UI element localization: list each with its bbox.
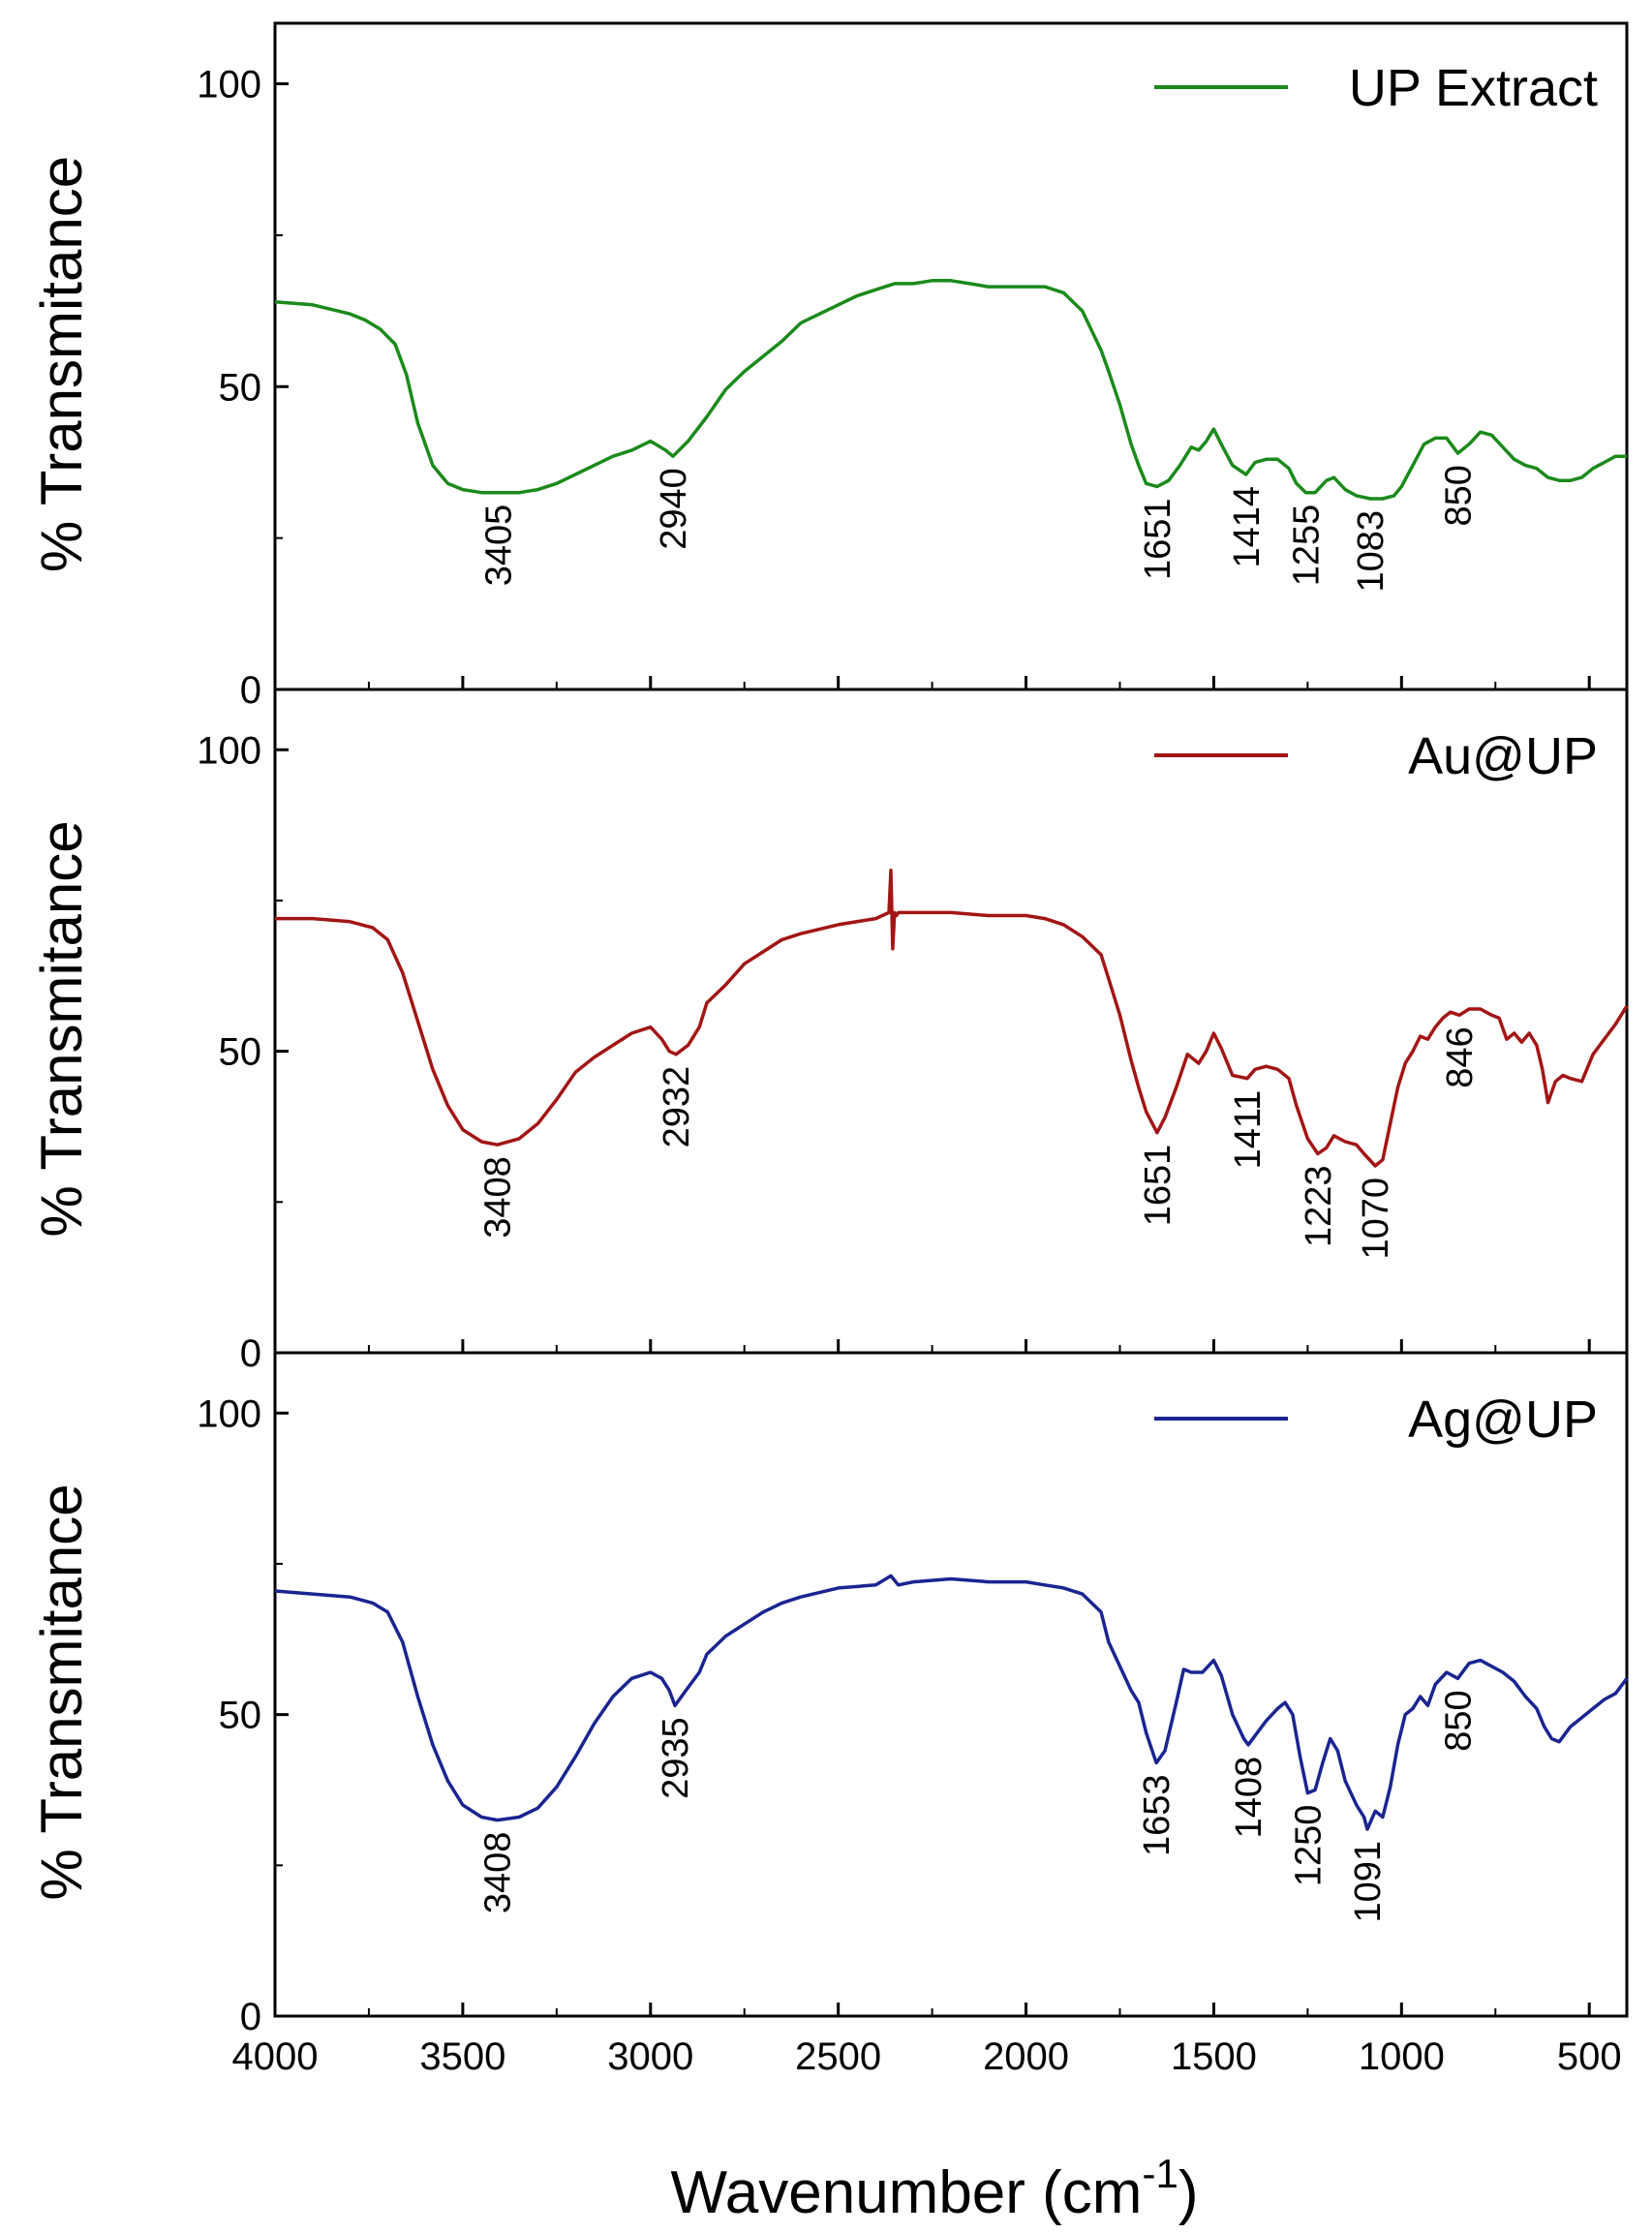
legend-label-au-up: Au@UP xyxy=(1408,727,1598,785)
peak-label: 1414 xyxy=(1227,486,1268,568)
peak-label: 1070 xyxy=(1356,1178,1396,1260)
peak-label: 1083 xyxy=(1351,510,1392,593)
x-tick-label: 500 xyxy=(1557,2035,1622,2078)
y-axis-label: % Transmitance xyxy=(29,1484,94,1900)
peak-label: 1408 xyxy=(1229,1757,1270,1839)
x-tick-label: 4000 xyxy=(232,2035,319,2078)
peak-label: 1651 xyxy=(1138,499,1178,581)
x-tick-label: 1500 xyxy=(1171,2035,1257,2078)
y-tick-label: 0 xyxy=(240,669,261,712)
panel-frame xyxy=(273,21,1629,691)
peak-label: 1250 xyxy=(1288,1805,1329,1887)
x-axis-label-close: ) xyxy=(1178,2159,1199,2226)
panel-ag-up: 0 50 100 % Transmitance 3408 2935 1653 1408 1250… xyxy=(29,1351,1629,2038)
y-tick-label: 100 xyxy=(197,64,261,107)
y-tick-label: 50 xyxy=(219,1031,262,1074)
x-axis-label-main: Wavenumber (cm xyxy=(671,2159,1143,2226)
y-tick-label: 50 xyxy=(219,1695,262,1737)
legend-label-ag-up: Ag@UP xyxy=(1408,1391,1598,1449)
panel-au-up: 0 50 100 % Transmitance 3408 2932 1651 1411 1223… xyxy=(29,688,1629,1375)
y-axis-label: % Transmitance xyxy=(29,820,94,1237)
peak-label: 3405 xyxy=(479,505,520,587)
peak-label: 850 xyxy=(1439,1690,1480,1751)
y-tick-label: 50 xyxy=(219,366,262,409)
series-line-au-up xyxy=(275,869,1629,1168)
series-line-up-extract xyxy=(274,279,1627,501)
x-axis-label: Wavenumber (cm-1) xyxy=(671,2151,1199,2226)
peak-label: 2940 xyxy=(654,468,694,550)
y-tick-label: 0 xyxy=(240,1332,261,1375)
y-axis-label: % Transmitance xyxy=(29,156,94,572)
peak-label: 3408 xyxy=(478,1832,519,1914)
peak-label: 1223 xyxy=(1299,1166,1339,1248)
x-tick-label: 1000 xyxy=(1359,2035,1445,2078)
x-tick-label: 3000 xyxy=(607,2035,693,2078)
panel-frame xyxy=(273,688,1629,1355)
panels-group: 0 50 100 % Transmitance 3405 2940 1651 1414 1255… xyxy=(29,21,1629,2038)
series-line-ag-up xyxy=(274,1574,1629,1831)
x-tick-label: 3500 xyxy=(419,2035,505,2078)
x-axis-label-superscript: -1 xyxy=(1142,2151,1178,2196)
peak-label: 1255 xyxy=(1287,505,1328,587)
peak-label: 1651 xyxy=(1138,1145,1178,1227)
panel-up-extract: 0 50 100 % Transmitance 3405 2940 1651 1414 1255… xyxy=(29,21,1629,712)
y-tick-label: 100 xyxy=(197,1392,261,1435)
x-axis: 4000 3500 3000 2500 2000 1500 1000 500 xyxy=(232,2035,1622,2078)
peak-label: 1411 xyxy=(1228,1090,1269,1170)
peak-label: 3408 xyxy=(478,1156,519,1239)
x-tick-label: 2500 xyxy=(795,2035,881,2078)
peak-label: 846 xyxy=(1440,1026,1481,1087)
peak-label: 1653 xyxy=(1137,1775,1178,1857)
y-tick-label: 100 xyxy=(197,729,261,772)
peak-label: 2932 xyxy=(657,1066,697,1148)
y-tick-label: 0 xyxy=(240,1996,261,2038)
x-tick-label: 2000 xyxy=(983,2035,1069,2078)
panel-frame xyxy=(273,1351,1629,2018)
peak-label: 2935 xyxy=(656,1717,696,1799)
peak-label: 1091 xyxy=(1348,1841,1389,1923)
legend-label-up-extract: UP Extract xyxy=(1349,59,1598,117)
peak-label: 850 xyxy=(1439,465,1480,526)
